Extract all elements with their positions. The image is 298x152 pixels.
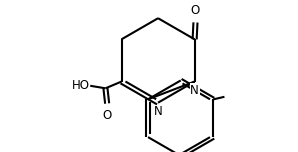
Text: O: O (191, 4, 200, 17)
Text: N: N (154, 105, 162, 118)
Text: HO: HO (72, 79, 89, 92)
Text: O: O (103, 109, 112, 122)
Text: N: N (190, 83, 199, 97)
